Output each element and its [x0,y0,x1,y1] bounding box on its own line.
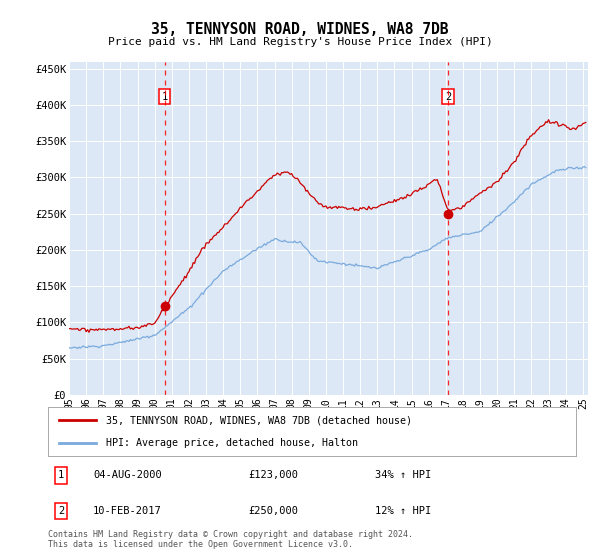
Text: Contains HM Land Registry data © Crown copyright and database right 2024.
This d: Contains HM Land Registry data © Crown c… [48,530,413,549]
Text: Price paid vs. HM Land Registry's House Price Index (HPI): Price paid vs. HM Land Registry's House … [107,37,493,47]
Text: HPI: Average price, detached house, Halton: HPI: Average price, detached house, Halt… [106,438,358,448]
Text: 1: 1 [58,470,64,480]
Text: 10-FEB-2017: 10-FEB-2017 [93,506,161,516]
Text: 1: 1 [161,92,168,101]
Text: 35, TENNYSON ROAD, WIDNES, WA8 7DB: 35, TENNYSON ROAD, WIDNES, WA8 7DB [151,22,449,38]
Text: 04-AUG-2000: 04-AUG-2000 [93,470,161,480]
Text: 34% ↑ HPI: 34% ↑ HPI [376,470,431,480]
Text: £250,000: £250,000 [248,506,299,516]
Text: 2: 2 [58,506,64,516]
Text: 2: 2 [445,92,451,101]
Text: £123,000: £123,000 [248,470,299,480]
Text: 35, TENNYSON ROAD, WIDNES, WA8 7DB (detached house): 35, TENNYSON ROAD, WIDNES, WA8 7DB (deta… [106,416,412,426]
Text: 12% ↑ HPI: 12% ↑ HPI [376,506,431,516]
